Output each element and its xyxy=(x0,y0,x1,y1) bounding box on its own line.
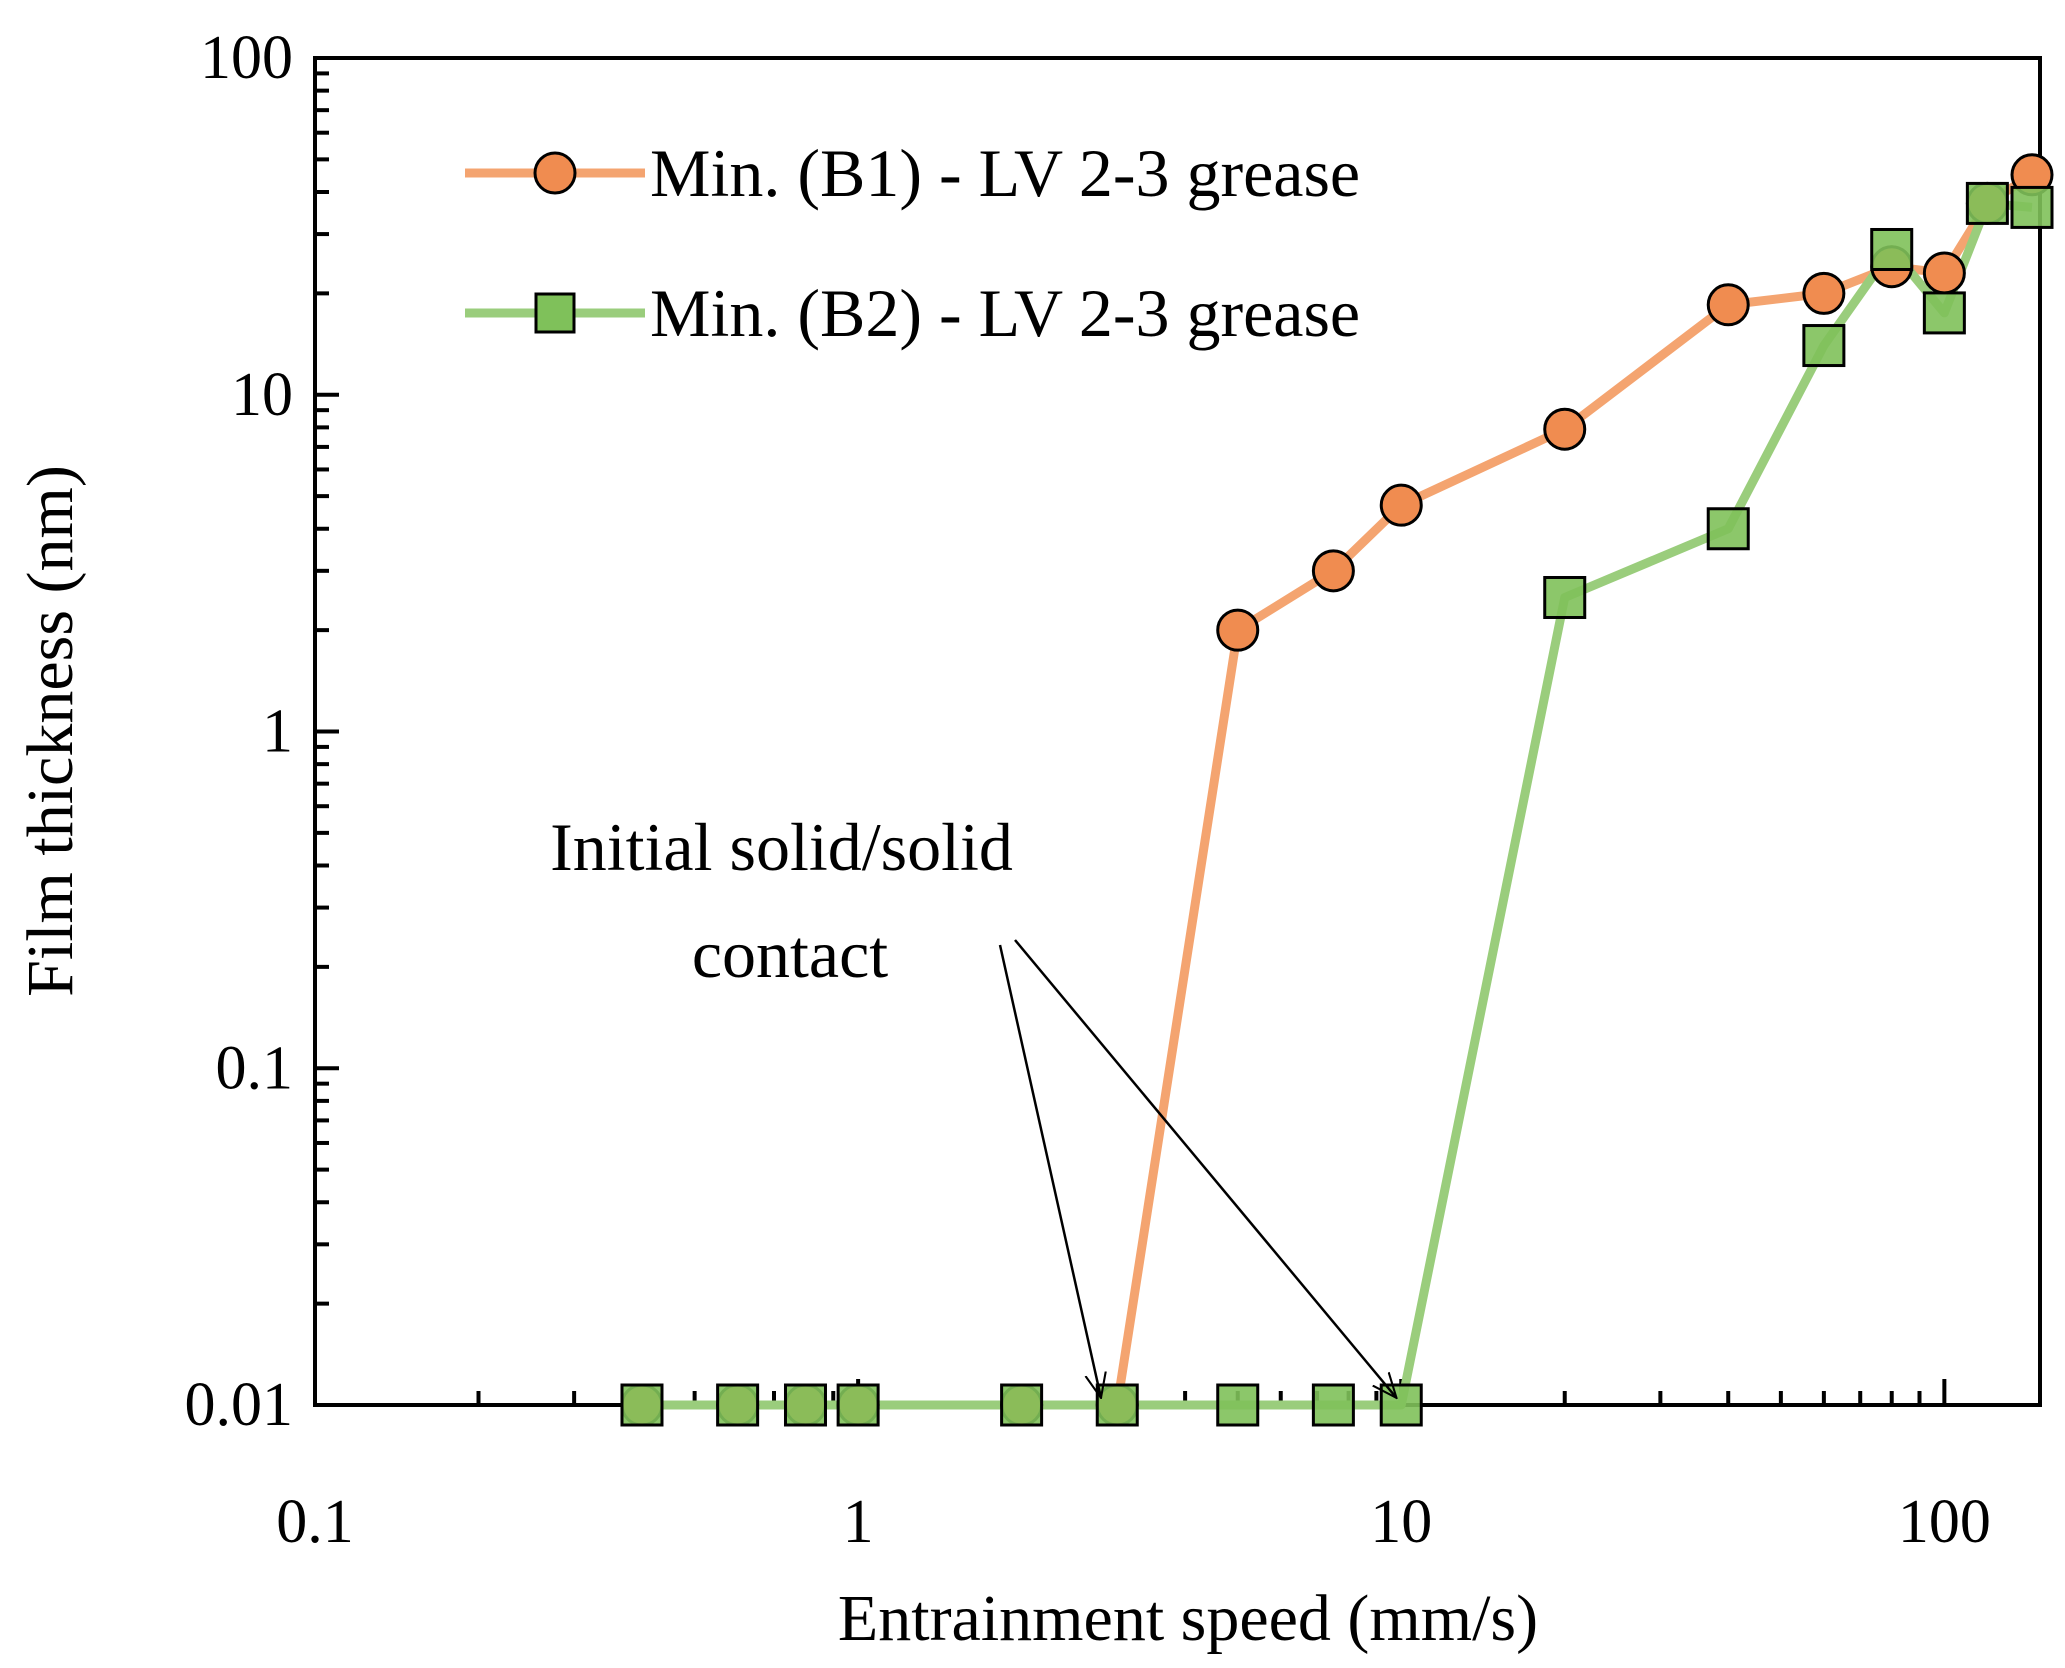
data-point-b2 xyxy=(1095,1383,1139,1427)
data-point-b1 xyxy=(1706,283,1750,327)
x-tick-label: 0.1 xyxy=(276,1488,354,1556)
data-point-b2 xyxy=(1802,324,1846,368)
x-tick-label: 1 xyxy=(843,1488,874,1556)
data-point-b2 xyxy=(1870,227,1914,271)
y-tick-label: 0.01 xyxy=(185,1371,294,1439)
data-point-b2 xyxy=(1311,1383,1355,1427)
legend-label-b1: Min. (B1) - LV 2-3 grease xyxy=(650,135,1360,211)
legend-marker-b1 xyxy=(533,151,577,195)
data-point-b2 xyxy=(1922,291,1966,335)
y-tick-label: 100 xyxy=(200,24,293,92)
annotation-text: Initial solid/solid contact xyxy=(550,809,1030,992)
x-tick-label: 100 xyxy=(1898,1488,1991,1556)
data-point-b2 xyxy=(783,1383,827,1427)
x-tick-label: 10 xyxy=(1370,1488,1432,1556)
legend-label-b2: Min. (B2) - LV 2-3 grease xyxy=(650,275,1360,351)
data-point-b1 xyxy=(1543,407,1587,451)
data-point-b2 xyxy=(716,1383,760,1427)
data-point-b1 xyxy=(1802,271,1846,315)
data-point-b2 xyxy=(620,1383,664,1427)
data-point-b2 xyxy=(1543,575,1587,619)
legend: Min. (B1) - LV 2-3 grease Min. (B2) - LV… xyxy=(465,135,1360,351)
y-tick-label: 10 xyxy=(231,361,293,429)
plot-area xyxy=(313,56,2042,1407)
data-point-b2 xyxy=(1216,1383,1260,1427)
data-point-b1 xyxy=(1379,483,1423,527)
x-axis-title: Entrainment speed (mm/s) xyxy=(838,1582,1538,1655)
data-point-b2 xyxy=(1965,181,2009,225)
annotation-line-2: contact xyxy=(692,916,888,992)
data-point-b2 xyxy=(1000,1383,1044,1427)
annotation-arrow xyxy=(998,944,1101,1398)
y-tick-label: 1 xyxy=(262,698,293,766)
series-layer xyxy=(620,153,2054,1427)
data-point-b1 xyxy=(1922,251,1966,295)
data-point-b1 xyxy=(1311,549,1355,593)
tick-labels: 0.1 1 10 100 0.01 0.1 1 10 100 xyxy=(185,24,1991,1556)
data-point-b1 xyxy=(1216,608,1260,652)
data-point-b2 xyxy=(2010,185,2054,229)
y-tick-label: 0.1 xyxy=(216,1034,294,1102)
data-point-b2 xyxy=(836,1383,880,1427)
annotation-arrow xyxy=(1014,939,1396,1398)
data-point-b2 xyxy=(1379,1383,1423,1427)
legend-marker-b2 xyxy=(534,292,576,334)
annotation-line-1: Initial solid/solid xyxy=(550,809,1013,885)
series-line-b2 xyxy=(641,198,2033,1410)
annotation-arrows xyxy=(998,939,1396,1398)
y-axis-title: Film thickness (nm) xyxy=(14,465,87,997)
data-point-b2 xyxy=(1706,507,1750,551)
